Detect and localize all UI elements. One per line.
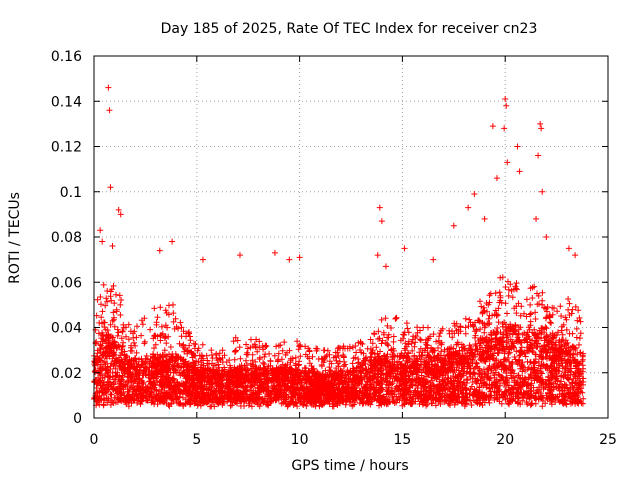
data-point (109, 243, 116, 250)
data-point (572, 252, 579, 259)
axis-ticks (93, 55, 609, 419)
x-tick-label: 0 (90, 432, 99, 448)
y-tick-labels: 0 0.02 0.04 0.06 0.08 0.1 0.12 0.14 0.16 (51, 49, 82, 427)
y-tick-label: 0.12 (51, 140, 82, 156)
y-tick-label: 0.06 (51, 275, 82, 291)
data-point (374, 252, 381, 259)
data-point (271, 249, 278, 256)
data-point (107, 184, 114, 191)
y-tick-label: 0.02 (51, 366, 82, 382)
data-point (115, 206, 122, 213)
data-point (99, 238, 106, 245)
data-point (117, 211, 124, 218)
data-points (91, 84, 587, 410)
data-point (533, 215, 540, 222)
data-point (481, 215, 488, 222)
data-point (105, 84, 112, 91)
data-point (97, 227, 104, 234)
data-point (169, 238, 176, 245)
data-point (539, 188, 546, 195)
data-point (535, 152, 542, 159)
data-point (286, 256, 293, 263)
data-point (514, 143, 521, 150)
data-point (493, 175, 500, 182)
scatter-cloud (91, 274, 587, 410)
data-point (501, 125, 508, 132)
x-tick-label: 15 (393, 432, 411, 448)
chart-title: Day 185 of 2025, Rate Of TEC Index for r… (161, 21, 538, 37)
data-point (565, 245, 572, 252)
data-point (296, 254, 303, 261)
y-tick-label: 0.16 (51, 49, 82, 65)
y-tick-label: 0.08 (51, 230, 82, 246)
data-point (401, 245, 408, 252)
x-tick-labels: 0 5 10 15 20 25 (90, 432, 617, 448)
data-point (430, 256, 437, 263)
data-point (236, 252, 243, 259)
y-tick-label: 0.04 (51, 321, 82, 337)
data-point (199, 256, 206, 263)
y-tick-label: 0 (73, 411, 82, 427)
data-point (156, 247, 163, 254)
data-point (504, 159, 511, 166)
data-point (378, 218, 385, 225)
data-point (503, 102, 510, 109)
data-point (450, 222, 457, 229)
data-point (106, 107, 113, 114)
y-tick-label: 0.14 (51, 94, 82, 110)
x-axis-label: GPS time / hours (291, 458, 408, 474)
data-point (471, 191, 478, 198)
data-point (516, 168, 523, 175)
x-tick-label: 20 (496, 432, 514, 448)
y-axis-label: ROTI / TECUs (7, 192, 23, 284)
data-point (382, 263, 389, 270)
x-tick-label: 10 (291, 432, 309, 448)
data-point (538, 125, 545, 132)
x-tick-label: 25 (599, 432, 617, 448)
x-tick-label: 5 (192, 432, 201, 448)
data-point (465, 204, 472, 211)
y-tick-label: 0.1 (60, 185, 82, 201)
data-point (537, 120, 544, 127)
data-point (502, 95, 509, 102)
data-point (543, 234, 550, 240)
data-point (489, 123, 496, 130)
data-point (376, 204, 383, 211)
